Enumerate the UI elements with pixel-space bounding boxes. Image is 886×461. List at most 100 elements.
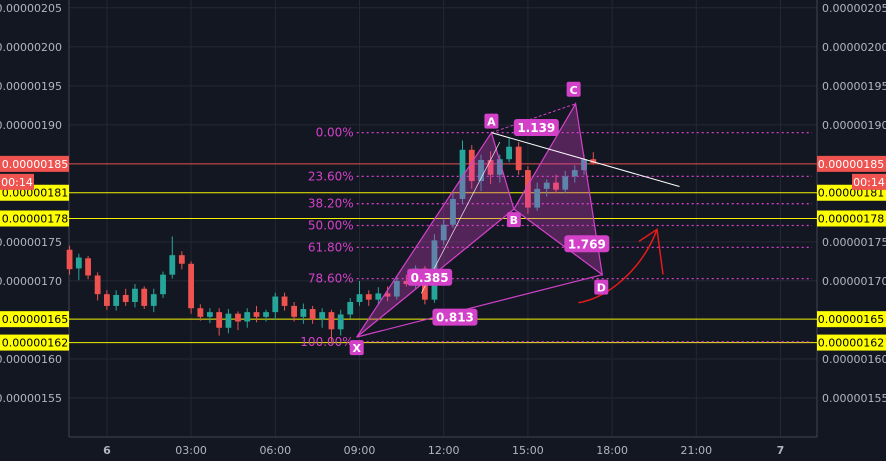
candle-body bbox=[553, 182, 559, 190]
x-tick-label: 21:00 bbox=[680, 444, 712, 457]
price-tag-left: 0.00000181 bbox=[2, 187, 68, 200]
candle-body bbox=[272, 296, 279, 313]
candle-body bbox=[356, 294, 363, 302]
candle-body bbox=[235, 313, 241, 322]
price-tag-right: 0.00000178 bbox=[818, 213, 884, 226]
red-arrow-head bbox=[638, 228, 664, 275]
y-tick-label-right: 0.00000190 bbox=[822, 119, 886, 132]
y-tick-label-right: 0.00000170 bbox=[822, 275, 886, 288]
candle-body bbox=[403, 280, 410, 285]
y-tick-label-left: 0.00000190 bbox=[0, 119, 62, 132]
bd-ratio-line bbox=[513, 208, 603, 276]
candle-body bbox=[197, 308, 204, 317]
candle-body bbox=[440, 224, 447, 241]
candles bbox=[66, 137, 597, 344]
candle-body bbox=[94, 275, 101, 295]
point-badge-x bbox=[349, 340, 364, 356]
fib-level-label: 100.00% bbox=[300, 335, 353, 349]
price-tag-left: 0.00000178 bbox=[2, 213, 68, 226]
y-tick-label-left: 0.00000155 bbox=[0, 392, 62, 405]
candle-body bbox=[459, 149, 466, 199]
candle-body bbox=[122, 294, 129, 302]
point-badge-c bbox=[566, 81, 581, 97]
x-tick-label: 12:00 bbox=[428, 444, 460, 457]
candle-body bbox=[506, 146, 512, 160]
candle-body bbox=[103, 294, 110, 306]
red-arrow-curve bbox=[578, 229, 658, 304]
price-tag-right-bg bbox=[817, 311, 886, 328]
candle-body bbox=[365, 294, 372, 300]
candle-body bbox=[581, 159, 587, 171]
candle-body bbox=[291, 305, 297, 317]
candle-body bbox=[515, 146, 522, 171]
x-tick-label: 06:00 bbox=[259, 444, 291, 457]
price-tag-right: 0.00000185 bbox=[818, 158, 884, 171]
candle-body bbox=[253, 312, 260, 317]
y-tick-label-right: 0.00000160 bbox=[822, 353, 886, 366]
candle-body bbox=[132, 288, 138, 302]
candle-body bbox=[309, 309, 316, 320]
y-tick-label-left: 0.00000160 bbox=[0, 353, 62, 366]
candle-body bbox=[75, 257, 82, 269]
candle-body bbox=[347, 301, 354, 315]
candle-body bbox=[571, 170, 578, 177]
fib-level-label: 0.00% bbox=[316, 126, 354, 140]
y-tick-label-left: 0.00000200 bbox=[0, 41, 62, 54]
fib-level-label: 78.60% bbox=[308, 272, 354, 286]
countdown-right-bg bbox=[852, 173, 886, 190]
point-label-d: D bbox=[597, 282, 606, 295]
candle-body bbox=[178, 255, 185, 264]
y-tick-label-right: 0.00000195 bbox=[822, 80, 886, 93]
candle-body bbox=[319, 312, 326, 320]
candle-body bbox=[450, 198, 456, 225]
price-tag-left-bg bbox=[0, 210, 69, 227]
fib-level-label: 23.60% bbox=[308, 169, 354, 183]
x-tick-label: 18:00 bbox=[596, 444, 628, 457]
price-tag-left: 0.00000162 bbox=[2, 337, 68, 350]
candle-body bbox=[534, 188, 541, 208]
price-tag-left: 0.00000165 bbox=[2, 313, 68, 326]
y-axis[interactable]: 0.00000205 0.00000205 0.00000200 0.00000200… bbox=[0, 2, 886, 405]
point-badge-b bbox=[506, 212, 521, 228]
point-badge-d bbox=[594, 279, 609, 295]
candle-body bbox=[328, 312, 335, 330]
countdown-right: 00:14 bbox=[853, 176, 885, 189]
point-label-c: C bbox=[570, 84, 578, 97]
trend-line-diagonal bbox=[420, 141, 501, 294]
candle-body bbox=[263, 312, 269, 317]
candle-body bbox=[141, 288, 148, 306]
ratio-label: 1.139 bbox=[517, 121, 555, 135]
candle-body bbox=[375, 293, 382, 300]
point-badge-a bbox=[484, 113, 499, 129]
x-axis[interactable]: 6 03:00 06:00 09:00 12:00 15:00 18:00 21:00 7 bbox=[103, 444, 784, 457]
y-tick-label-right: 0.00000200 bbox=[822, 41, 886, 54]
price-tag-left-bg bbox=[0, 155, 69, 172]
y-tick-label-right: 0.00000175 bbox=[822, 236, 886, 249]
candle-body bbox=[543, 182, 550, 189]
countdown-left-bg bbox=[0, 173, 34, 190]
y-tick-label-right: 0.00000205 bbox=[822, 2, 886, 15]
price-tags: 0.00000185 0.00000185 0.00000181 0.00000181… bbox=[0, 155, 886, 351]
point-label-b: B bbox=[510, 214, 518, 227]
price-tag-right: 0.00000181 bbox=[818, 187, 884, 200]
candle-body bbox=[525, 170, 531, 208]
trend-line bbox=[491, 132, 680, 187]
fib-level-label: 50.00% bbox=[308, 219, 354, 233]
candle-body bbox=[244, 312, 251, 322]
ratio-badge bbox=[432, 308, 478, 326]
fib-level-label: 61.80% bbox=[308, 240, 354, 254]
x-tick-label: 09:00 bbox=[344, 444, 376, 457]
ratio-label: 0.813 bbox=[436, 311, 474, 325]
price-tag-right-bg bbox=[817, 334, 886, 351]
y-tick-label-left: 0.00000175 bbox=[0, 236, 62, 249]
countdown-left: 00:14 bbox=[1, 176, 33, 189]
candle-body bbox=[478, 159, 484, 182]
price-tag-right: 0.00000162 bbox=[818, 337, 884, 350]
harmonic-pattern bbox=[356, 102, 604, 338]
candle-body bbox=[337, 314, 344, 330]
xd-line bbox=[356, 274, 603, 338]
candle-body bbox=[393, 280, 400, 297]
candle-body bbox=[468, 149, 475, 182]
x-tick-label: 15:00 bbox=[512, 444, 544, 457]
